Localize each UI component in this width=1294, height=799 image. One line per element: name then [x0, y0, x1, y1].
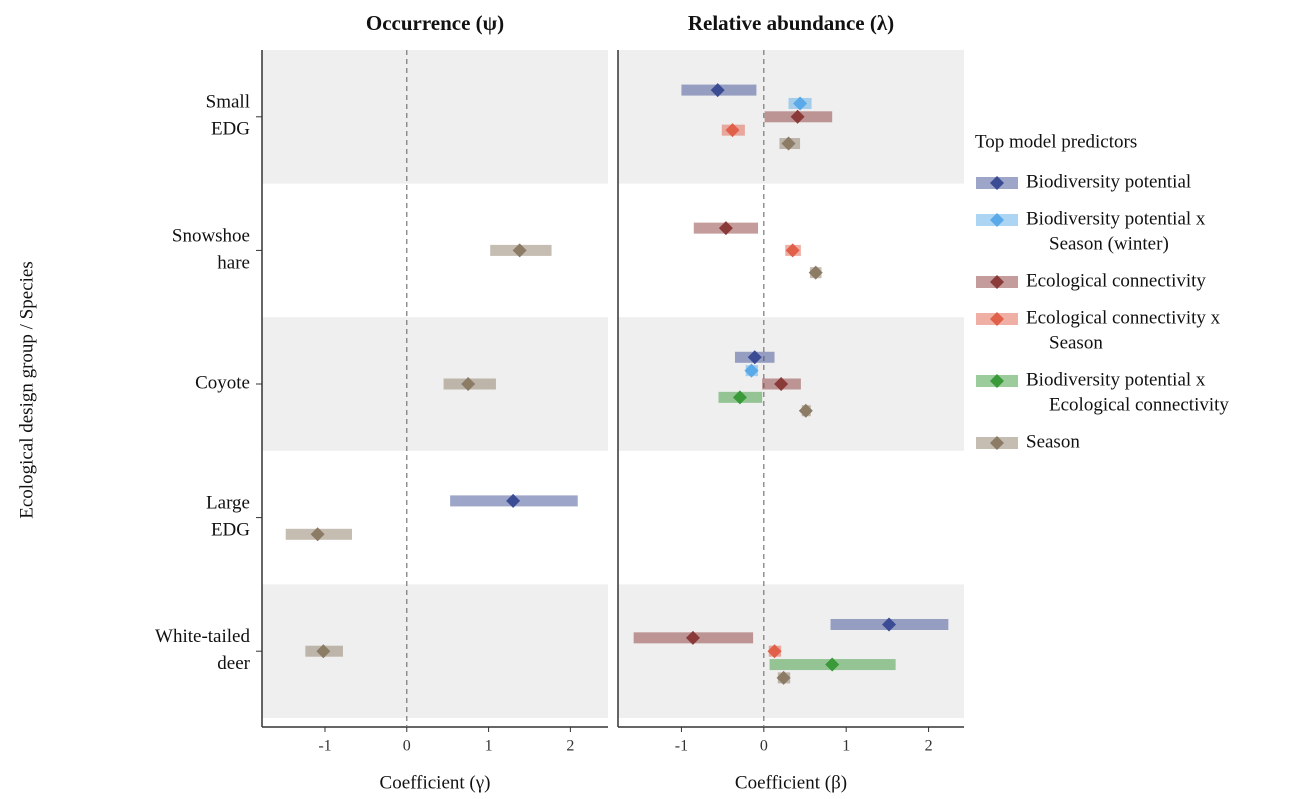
- legend-label: Season: [1026, 431, 1080, 452]
- panel-title: Relative abundance (λ): [688, 11, 894, 35]
- panel-title: Occurrence (ψ): [366, 11, 504, 35]
- legend-label: Biodiversity potential x: [1026, 369, 1206, 390]
- legend-label: Ecological connectivity: [1049, 394, 1229, 415]
- category-label: Large: [206, 492, 250, 513]
- category-label: Coyote: [195, 372, 250, 393]
- x-tick-label: 0: [403, 738, 411, 755]
- y-axis-label: Ecological design group / Species: [16, 261, 37, 519]
- row-band: [262, 317, 608, 451]
- x-tick-label: 2: [566, 738, 574, 755]
- legend-label: Ecological connectivity: [1026, 270, 1206, 291]
- category-label: EDG: [211, 519, 250, 540]
- category-label: White-tailed: [155, 626, 250, 647]
- legend-label: Biodiversity potential x: [1026, 208, 1206, 229]
- chart: Ecological design group / Species Small ED…: [0, 0, 1294, 799]
- x-tick-label: -1: [675, 738, 688, 755]
- legend-title: Top model predictors: [975, 131, 1137, 152]
- legend-label: Season: [1049, 332, 1103, 353]
- category-label: Small: [206, 92, 250, 113]
- row-band: [618, 584, 964, 718]
- category-label: EDG: [211, 119, 250, 140]
- legend-label: Season (winter): [1049, 233, 1169, 254]
- legend-label: Biodiversity potential: [1026, 171, 1191, 192]
- row-band: [262, 50, 608, 184]
- category-label: Snowshoe: [172, 225, 250, 246]
- legend-label: Ecological connectivity x: [1026, 307, 1221, 328]
- x-tick-label: 2: [925, 738, 933, 755]
- x-axis-label: Coefficient (β): [735, 772, 847, 793]
- x-tick-label: -1: [318, 738, 331, 755]
- x-axis-label: Coefficient (γ): [380, 772, 491, 793]
- x-tick-label: 1: [485, 738, 493, 755]
- x-tick-label: 0: [760, 738, 768, 755]
- category-label: deer: [217, 653, 250, 674]
- x-tick-label: 1: [842, 738, 850, 755]
- category-label: hare: [217, 252, 250, 273]
